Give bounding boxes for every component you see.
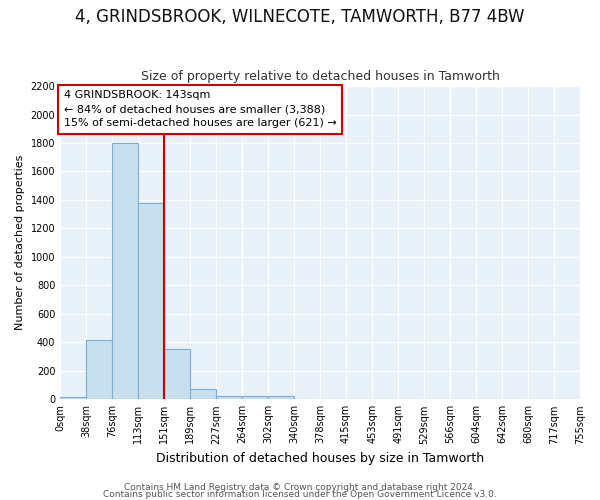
Bar — [86, 340, 112, 400]
Bar — [190, 388, 217, 400]
Text: 4, GRINDSBROOK, WILNECOTE, TAMWORTH, B77 4BW: 4, GRINDSBROOK, WILNECOTE, TAMWORTH, B77… — [75, 8, 525, 26]
X-axis label: Distribution of detached houses by size in Tamworth: Distribution of detached houses by size … — [156, 452, 484, 465]
Text: Contains HM Land Registry data © Crown copyright and database right 2024.: Contains HM Land Registry data © Crown c… — [124, 484, 476, 492]
Text: Contains public sector information licensed under the Open Government Licence v3: Contains public sector information licen… — [103, 490, 497, 499]
Bar — [242, 396, 268, 400]
Bar — [112, 143, 138, 400]
Bar — [164, 350, 190, 400]
Bar — [138, 203, 164, 400]
Title: Size of property relative to detached houses in Tamworth: Size of property relative to detached ho… — [140, 70, 500, 84]
Text: 4 GRINDSBROOK: 143sqm
← 84% of detached houses are smaller (3,388)
15% of semi-d: 4 GRINDSBROOK: 143sqm ← 84% of detached … — [64, 90, 337, 128]
Y-axis label: Number of detached properties: Number of detached properties — [15, 155, 25, 330]
Bar — [60, 397, 86, 400]
Bar — [268, 396, 294, 400]
Bar — [217, 396, 242, 400]
